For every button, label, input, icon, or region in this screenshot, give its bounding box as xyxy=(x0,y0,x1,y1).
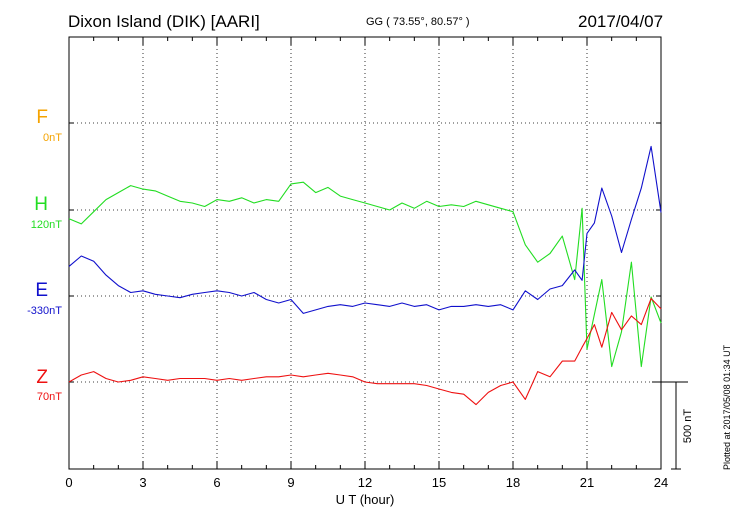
scale-bar-label: 500 nT xyxy=(682,409,694,444)
x-tick-label: 24 xyxy=(654,475,668,490)
x-tick-label: 6 xyxy=(213,475,220,490)
chart-date: 2017/04/07 xyxy=(578,12,664,31)
component-h-baseline: 120nT xyxy=(30,219,62,231)
x-tick-label: 0 xyxy=(65,475,72,490)
x-tick-label: 21 xyxy=(580,475,594,490)
station-coordinates: GG ( 73.55°, 80.57° ) xyxy=(366,16,470,28)
component-f-label: F xyxy=(36,107,48,128)
series-line-h xyxy=(68,181,662,368)
x-tick-label: 12 xyxy=(358,475,372,490)
component-f-baseline: 0nT xyxy=(43,132,62,144)
x-tick-label: 3 xyxy=(139,475,146,490)
x-tick-label: 9 xyxy=(287,475,294,490)
component-e-baseline: -330nT xyxy=(27,305,62,317)
x-axis-label: U T (hour) xyxy=(336,492,395,507)
component-e-label: E xyxy=(35,280,48,301)
component-h-label: H xyxy=(34,194,48,215)
x-tick-label: 15 xyxy=(432,475,446,490)
chart-title: Dixon Island (DIK) [AARI] xyxy=(68,12,260,31)
series-line-z xyxy=(68,297,662,406)
component-z-baseline: 70nT xyxy=(36,391,62,403)
component-z-label: Z xyxy=(36,367,48,388)
series-line-e xyxy=(68,145,662,314)
x-tick-label: 18 xyxy=(506,475,520,490)
